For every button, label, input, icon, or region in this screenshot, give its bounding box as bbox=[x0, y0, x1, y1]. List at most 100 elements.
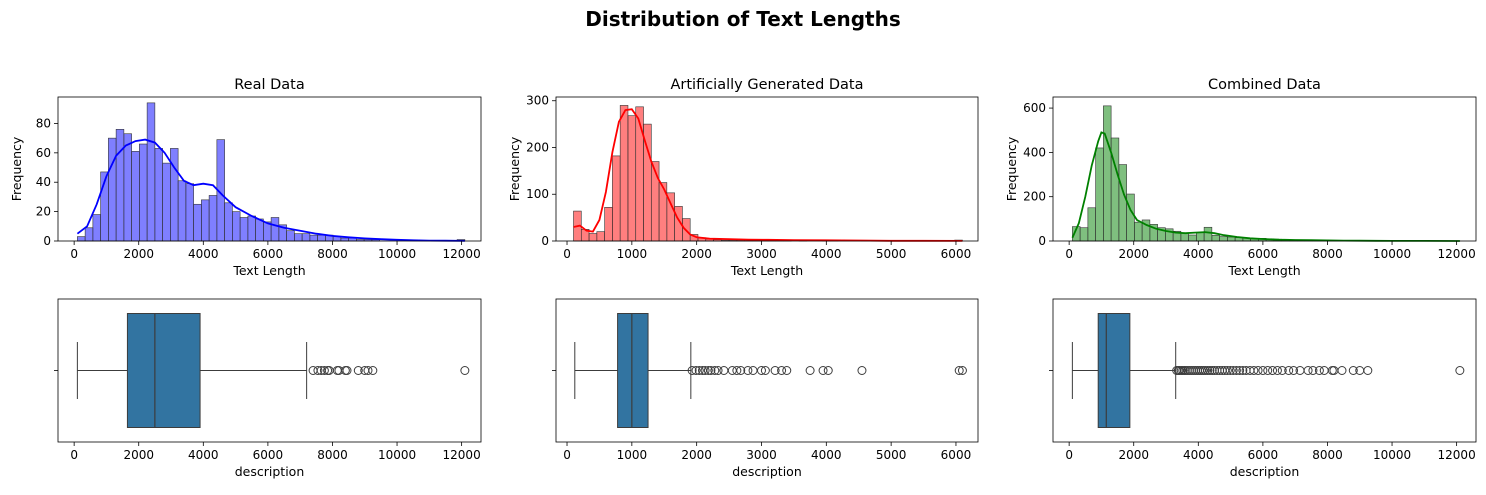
kde-line bbox=[573, 108, 963, 242]
x-tick-label: 3000 bbox=[746, 247, 777, 261]
x-tick-label: 6000 bbox=[941, 247, 972, 261]
y-tick-label: 400 bbox=[1023, 145, 1046, 159]
histogram-bar bbox=[92, 214, 101, 242]
histogram-bar bbox=[131, 151, 140, 242]
outlier-point bbox=[1308, 366, 1318, 375]
outlier-point bbox=[1263, 366, 1273, 375]
y-tick-label: 0 bbox=[541, 234, 549, 248]
boxplot-panel: 0 2000 4000 6000 8000 10000 12000 description bbox=[54, 298, 482, 479]
y-tick-label: 0 bbox=[43, 234, 51, 248]
x-tick-label: 8000 bbox=[1312, 448, 1343, 462]
x-axis-label: description bbox=[235, 464, 305, 479]
y-axis-label: Frequency bbox=[507, 136, 522, 201]
histogram-bar bbox=[255, 218, 264, 242]
x-tick-label: 2000 bbox=[1118, 247, 1149, 261]
outlier-point bbox=[782, 366, 792, 375]
outlier-point bbox=[748, 366, 758, 375]
histogram-bar bbox=[1103, 105, 1112, 242]
histogram-bar bbox=[1126, 193, 1135, 242]
x-tick-label: 0 bbox=[563, 448, 571, 462]
outlier-point bbox=[1228, 366, 1238, 375]
histogram-bar bbox=[340, 237, 349, 242]
histogram-bar bbox=[77, 236, 86, 242]
outlier-point bbox=[1272, 366, 1282, 375]
x-tick-label: 6000 bbox=[1248, 247, 1279, 261]
x-tick-label: 1000 bbox=[617, 247, 648, 261]
x-tick-label: 2000 bbox=[123, 247, 154, 261]
outlier-point bbox=[687, 366, 697, 375]
histogram-bar bbox=[270, 217, 280, 242]
outlier-point bbox=[368, 366, 378, 375]
outlier-point bbox=[727, 366, 737, 375]
axes-frame bbox=[555, 96, 979, 242]
y-tick-label: 0 bbox=[1038, 234, 1046, 248]
histogram-bar bbox=[146, 102, 156, 242]
outlier-point bbox=[1314, 366, 1324, 375]
outlier-point bbox=[818, 366, 828, 375]
histogram-bar bbox=[1196, 232, 1205, 242]
x-tick-label: 8000 bbox=[317, 247, 348, 261]
axes-frame bbox=[1052, 96, 1477, 242]
histogram-bar bbox=[612, 155, 621, 242]
outlier-point bbox=[1235, 366, 1245, 375]
histogram-bar bbox=[588, 233, 598, 242]
histogram-bar bbox=[185, 183, 194, 242]
outlier-point bbox=[1303, 366, 1313, 375]
y-tick-label: 300 bbox=[526, 94, 549, 108]
box-iqr bbox=[617, 313, 649, 428]
x-tick-label: 8000 bbox=[317, 448, 348, 462]
histogram-bar bbox=[294, 233, 303, 242]
x-tick-label: 3000 bbox=[746, 448, 777, 462]
outlier-point bbox=[1455, 366, 1465, 375]
histogram-bar bbox=[201, 199, 210, 242]
x-tick-label: 0 bbox=[70, 247, 78, 261]
histogram-bar bbox=[239, 217, 249, 242]
histogram-bar bbox=[193, 203, 202, 242]
outlier-point bbox=[823, 366, 833, 375]
x-tick-label: 6000 bbox=[253, 448, 284, 462]
histogram-bar bbox=[139, 143, 148, 242]
outlier-point bbox=[736, 366, 746, 375]
x-tick-label: 0 bbox=[563, 247, 571, 261]
histogram-bar bbox=[666, 192, 675, 242]
x-tick-label: 8000 bbox=[1312, 247, 1343, 261]
histogram-bar bbox=[162, 162, 171, 242]
outlier-point bbox=[308, 366, 318, 375]
histogram-bar bbox=[1211, 234, 1220, 242]
outlier-point bbox=[1200, 366, 1210, 375]
x-tick-label: 4000 bbox=[811, 247, 842, 261]
x-tick-label: 2000 bbox=[681, 247, 712, 261]
outlier-point bbox=[363, 366, 373, 375]
x-tick-label: 2000 bbox=[123, 448, 154, 462]
histogram-bar bbox=[208, 195, 218, 242]
x-tick-label: 6000 bbox=[1248, 448, 1279, 462]
histogram-bar bbox=[224, 202, 233, 242]
x-tick-label: 10000 bbox=[1373, 247, 1411, 261]
x-tick-label: 12000 bbox=[443, 448, 481, 462]
histogram-bar bbox=[604, 207, 613, 242]
x-tick-label: 12000 bbox=[443, 247, 481, 261]
x-tick-label: 4000 bbox=[1183, 448, 1214, 462]
histogram-bar bbox=[123, 133, 132, 242]
box-iqr bbox=[1097, 313, 1131, 428]
histogram-bar bbox=[309, 234, 318, 242]
kde-line bbox=[76, 138, 465, 242]
histogram-bar bbox=[1134, 221, 1143, 242]
outlier-point bbox=[1231, 366, 1241, 375]
box-iqr bbox=[126, 313, 201, 428]
histogram-bar bbox=[108, 137, 117, 242]
outlier-point bbox=[1203, 366, 1213, 375]
histogram-bar bbox=[154, 148, 163, 242]
x-tick-label: 12000 bbox=[1438, 448, 1476, 462]
x-tick-label: 2000 bbox=[1118, 448, 1149, 462]
axes-frame bbox=[555, 298, 979, 443]
histogram-bar bbox=[1087, 207, 1096, 242]
outlier-point bbox=[460, 366, 470, 375]
outlier-point bbox=[1363, 366, 1373, 375]
outlier-point bbox=[954, 366, 964, 375]
histogram-panel: 0 20 40 60 80 Real Data Frequency 0 2000 4000 6000… bbox=[9, 77, 482, 278]
outlier-point bbox=[1222, 366, 1232, 375]
outlier-point bbox=[770, 366, 780, 375]
histogram-bar bbox=[1227, 236, 1236, 242]
